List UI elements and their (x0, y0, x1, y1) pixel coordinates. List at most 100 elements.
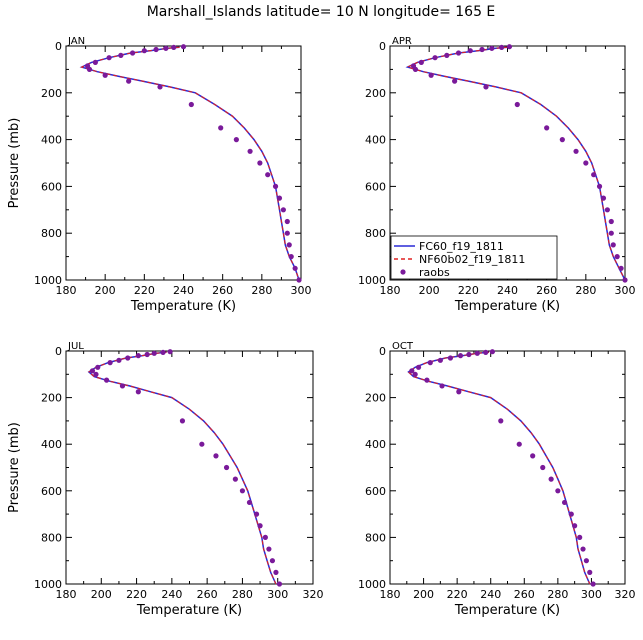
legend-entry-label: raobs (419, 266, 450, 279)
raobs-point (514, 101, 520, 108)
raobs-point (135, 353, 141, 359)
raobs-point (180, 44, 187, 50)
y-tick-label: 1000 (358, 274, 386, 287)
x-tick-label: 180 (56, 588, 77, 601)
x-tick-label: 280 (547, 588, 568, 601)
raobs-point (580, 546, 586, 552)
series-line-fc60 (79, 46, 300, 281)
x-tick-label: 300 (615, 284, 636, 297)
raobs-point (544, 125, 550, 131)
y-tick-label: 400 (365, 134, 386, 147)
x-tick-label: 180 (380, 588, 401, 601)
raobs-point (223, 464, 230, 471)
chart-panel-jul: JUL 180 200 220 240 260 280 300 320 0 200 400 600 800… (7, 341, 324, 618)
raobs-point (622, 277, 628, 283)
raobs-point (232, 476, 238, 482)
raobs-point (118, 52, 124, 58)
y-tick-label: 200 (365, 87, 386, 100)
raobs-point (591, 172, 597, 178)
panel-label: JAN (67, 36, 85, 47)
x-tick-label: 320 (303, 588, 324, 601)
raobs-point (257, 523, 263, 529)
y-tick-label: 600 (365, 485, 386, 498)
x-tick-label: 200 (95, 284, 116, 297)
raobs-point (428, 72, 434, 78)
x-tick-label: 220 (134, 284, 155, 297)
x-tick-label: 220 (126, 588, 147, 601)
raobs-point (577, 534, 583, 541)
raobs-point (280, 207, 286, 213)
raobs-point (614, 254, 620, 260)
x-tick-label: 300 (291, 284, 312, 297)
raobs-point (530, 453, 536, 459)
raobs-point (555, 488, 561, 494)
raobs-point (284, 218, 290, 225)
raobs-point (93, 371, 99, 377)
chart-panel-apr: APR 180 200 220 240 260 280 300 0 200 400 600 800 100… (358, 36, 636, 314)
raobs-point (116, 357, 122, 363)
raobs-point (568, 511, 574, 517)
raobs-point (129, 50, 136, 56)
raobs-point (572, 523, 578, 529)
series-line-nf60b02 (80, 46, 300, 281)
x-tick-label: 180 (380, 284, 401, 297)
raobs-point (286, 242, 292, 248)
y-tick-label: 400 (365, 438, 386, 451)
raobs-point (157, 84, 163, 90)
y-tick-label: 600 (41, 180, 62, 193)
raobs-point (583, 160, 589, 166)
raobs-point (573, 148, 579, 154)
x-tick-label: 200 (413, 588, 434, 601)
x-tick-label: 240 (480, 588, 501, 601)
raobs-point (600, 195, 607, 201)
raobs-point (489, 45, 495, 51)
raobs-point (498, 418, 504, 424)
raobs-point (296, 277, 302, 283)
raobs-point (233, 137, 239, 143)
chart-panel-jan: JAN 180 200 220 240 260 280 300 0 200 400 600 800 100… (7, 36, 312, 314)
raobs-point (160, 349, 166, 355)
raobs-point (439, 383, 445, 389)
raobs-point (151, 350, 157, 356)
x-tick-label: 200 (91, 588, 112, 601)
x-axis-label: Temperature (K) (454, 603, 560, 618)
raobs-point (153, 46, 159, 53)
raobs-point (102, 72, 108, 78)
raobs-point (119, 383, 126, 389)
raobs-point (171, 44, 177, 51)
y-tick-label: 800 (41, 531, 62, 544)
raobs-point (89, 368, 96, 374)
raobs-point (610, 242, 616, 248)
raobs-point (447, 355, 454, 361)
raobs-point (474, 350, 480, 356)
raobs-point (499, 44, 505, 51)
y-tick-label: 200 (365, 392, 386, 405)
y-axis-label: Pressure (mb) (7, 422, 22, 513)
raobs-point (561, 499, 568, 506)
raobs-point (590, 581, 596, 587)
x-axis-label: Temperature (K) (130, 299, 236, 314)
raobs-point (107, 360, 113, 366)
raobs-point (126, 78, 132, 84)
raobs-point (95, 364, 101, 370)
y-tick-label: 0 (379, 40, 386, 53)
raobs-point (456, 389, 462, 395)
raobs-point (415, 364, 422, 370)
raobs-point (269, 558, 276, 564)
raobs-point (432, 55, 438, 61)
raobs-point (452, 78, 458, 84)
raobs-point (516, 441, 522, 447)
raobs-point (92, 59, 98, 65)
raobs-point (444, 52, 450, 58)
raobs-point (144, 351, 150, 358)
x-tick-label: 280 (251, 284, 272, 297)
plot-frame (65, 45, 302, 281)
figure-title: Marshall_Islands latitude= 10 N longitud… (147, 4, 496, 20)
y-tick-label: 800 (41, 227, 62, 240)
raobs-point (418, 59, 424, 65)
x-tick-label: 320 (615, 588, 636, 601)
x-tick-label: 260 (212, 284, 233, 297)
series-line-nf60b02 (407, 351, 591, 585)
